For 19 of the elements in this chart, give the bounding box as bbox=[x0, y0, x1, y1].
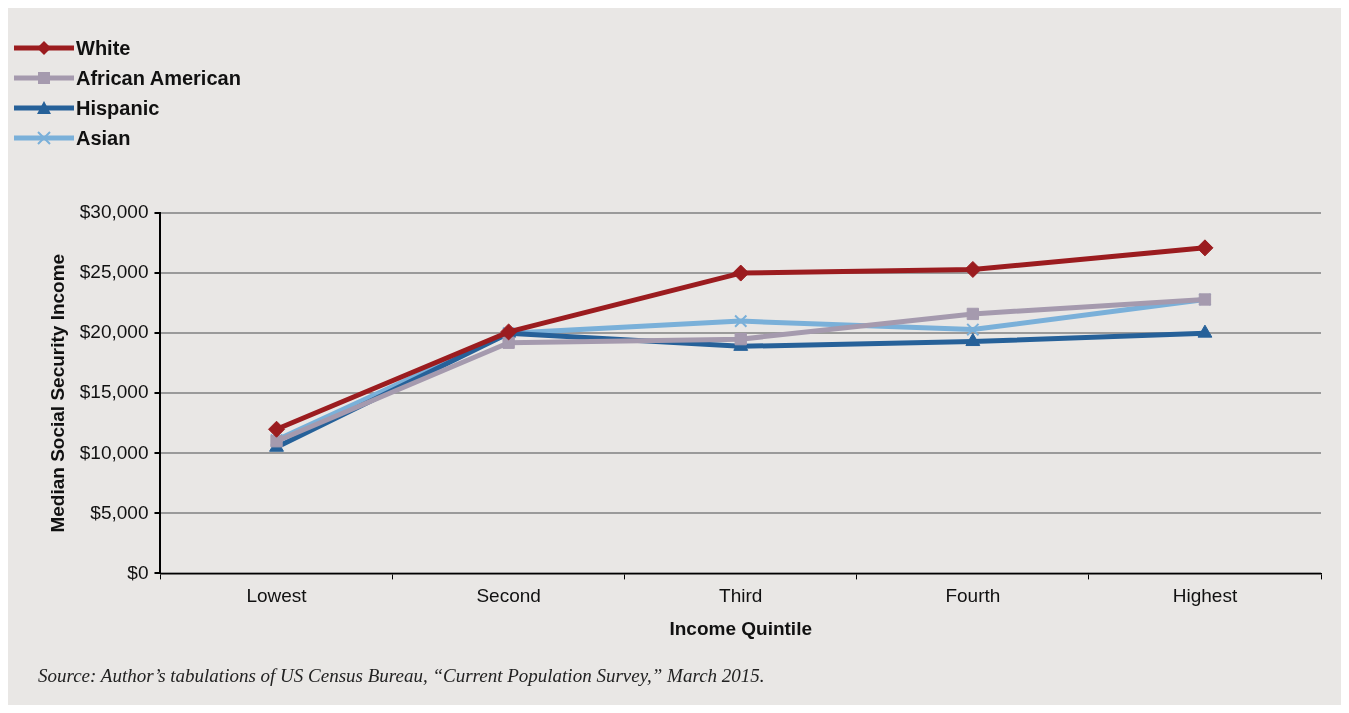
x-tick-label: Second bbox=[476, 585, 541, 607]
y-tick-label: $15,000 bbox=[79, 381, 149, 403]
x-tick-label: Lowest bbox=[246, 585, 308, 607]
y-tick-label: $10,000 bbox=[79, 441, 149, 463]
x-tick-label: Fourth bbox=[945, 585, 1001, 607]
legend-label: White bbox=[76, 36, 131, 60]
y-axis-title: Median Social Security Income bbox=[46, 253, 68, 533]
source-note: Source: Author’s tabulations of US Census Bureau, “Current Population Survey,” March 2015. bbox=[38, 665, 765, 687]
legend-label: African American bbox=[76, 66, 241, 90]
y-tick-label: $25,000 bbox=[79, 261, 149, 283]
legend-label: Asian bbox=[76, 126, 131, 150]
y-tick-label: $0 bbox=[127, 561, 149, 583]
x-tick-label: Highest bbox=[1172, 585, 1238, 607]
legend-label: Hispanic bbox=[76, 96, 160, 120]
x-tick-label: Third bbox=[719, 585, 763, 607]
x-axis-title: Income Quintile bbox=[669, 617, 813, 639]
y-tick-label: $30,000 bbox=[79, 201, 149, 223]
y-tick-label: $5,000 bbox=[90, 501, 149, 523]
y-tick-label: $20,000 bbox=[79, 321, 149, 343]
